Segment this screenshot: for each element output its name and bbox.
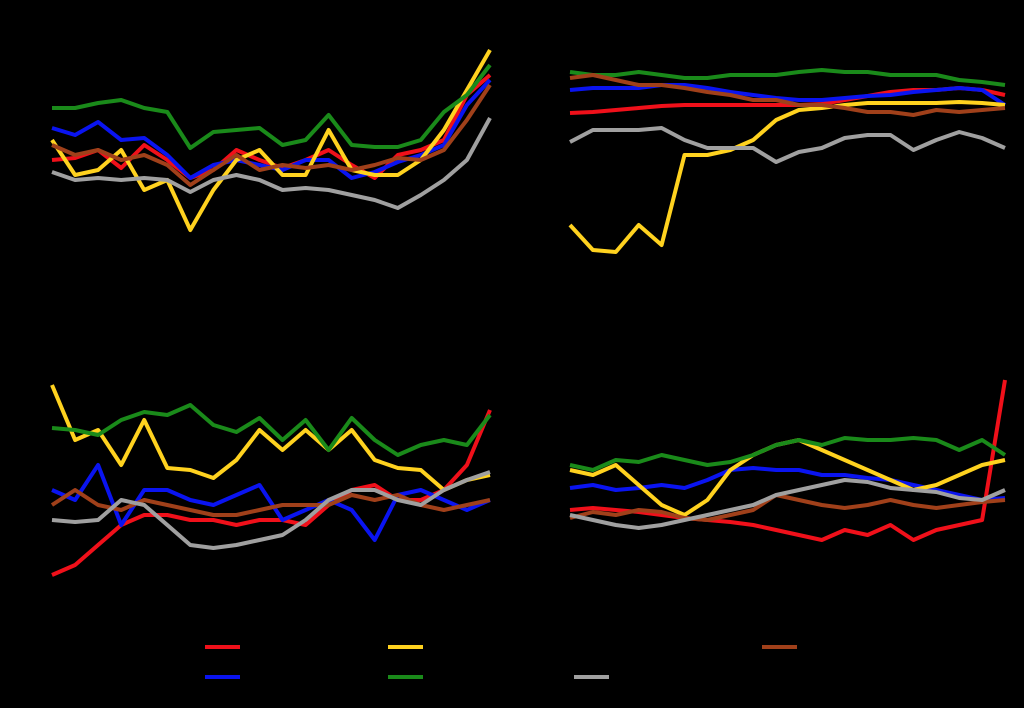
series-line bbox=[51, 409, 492, 577]
series-line bbox=[51, 117, 492, 210]
series-line bbox=[52, 63, 492, 150]
series-line bbox=[51, 403, 492, 457]
series-line bbox=[568, 100, 1006, 254]
series-line bbox=[51, 470, 491, 550]
series-line bbox=[569, 126, 1006, 164]
series-line bbox=[51, 83, 492, 187]
series-line bbox=[569, 68, 1006, 87]
series-line bbox=[569, 83, 1007, 107]
series-line bbox=[569, 478, 1006, 530]
series-line bbox=[569, 73, 1006, 117]
series-line bbox=[51, 463, 491, 542]
series-line bbox=[569, 436, 1007, 472]
series-line bbox=[50, 48, 492, 232]
series-line bbox=[569, 379, 1007, 542]
series-line bbox=[50, 384, 491, 492]
series-line bbox=[569, 493, 1006, 522]
